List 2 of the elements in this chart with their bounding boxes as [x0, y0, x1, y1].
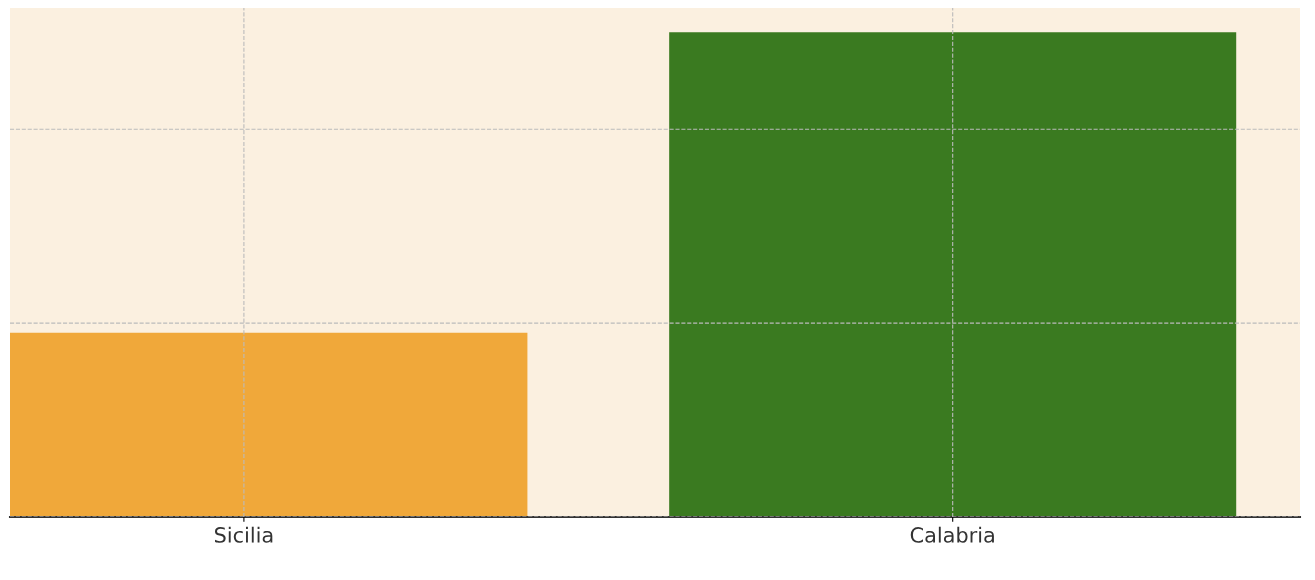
x-tick-label: Calabria	[910, 526, 994, 543]
x-tick-label: Sicilia	[214, 526, 273, 543]
